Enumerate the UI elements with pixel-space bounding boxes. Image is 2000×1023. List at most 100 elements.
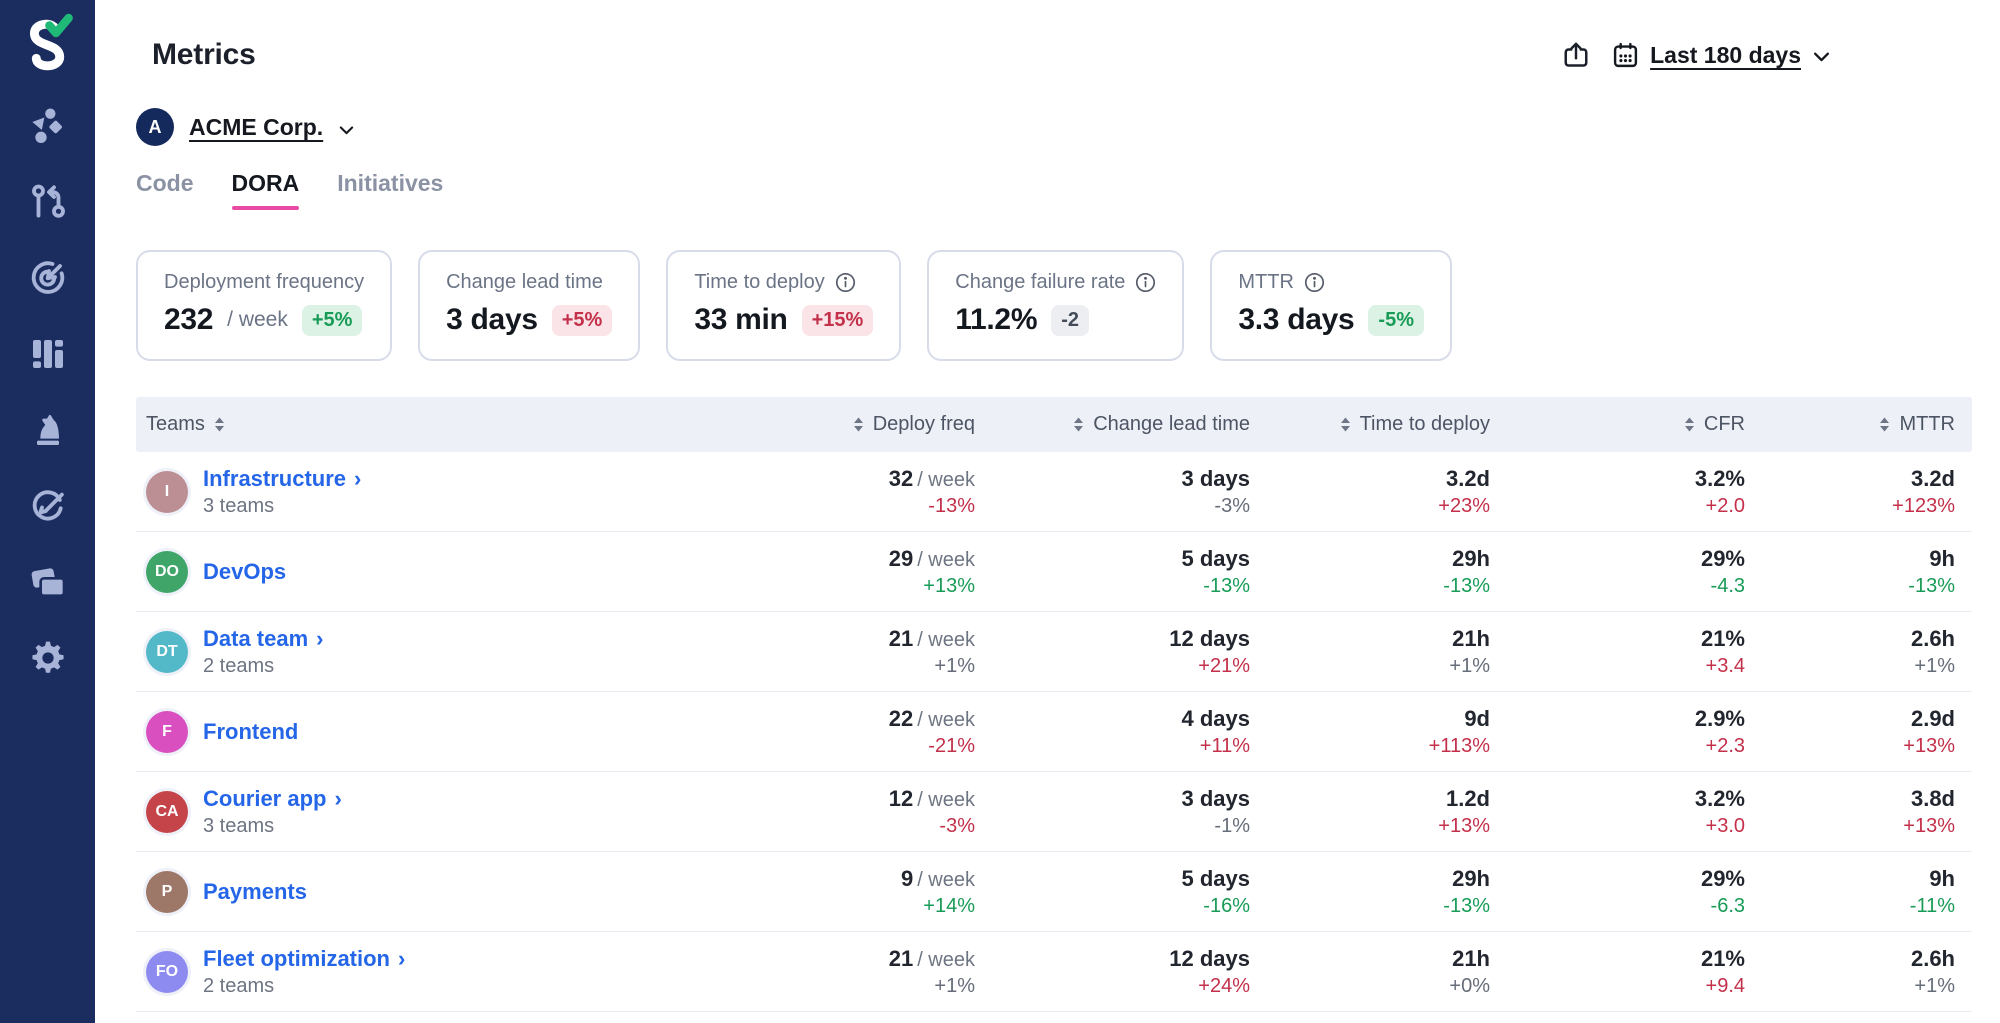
- swarmia-logo-icon[interactable]: [18, 10, 78, 80]
- metric-cell-value: 21: [888, 625, 914, 651]
- metric-cell-value: 3.2d: [1910, 465, 1955, 491]
- team-avatar: DO: [146, 550, 188, 593]
- team-cell: P Payments: [146, 870, 755, 913]
- metric-cell-value: 12 days: [1169, 945, 1250, 971]
- column-header-teams[interactable]: Teams: [146, 413, 755, 436]
- stacked-cards-icon: [28, 562, 68, 602]
- metric-cards: Deployment frequency 232/ week +5% Change l…: [136, 250, 1972, 361]
- team-cell: DO DevOps: [146, 550, 755, 593]
- info-icon[interactable]: [835, 272, 856, 293]
- info-icon[interactable]: [1135, 272, 1156, 293]
- metric-cell: 12/ week -3%: [755, 786, 975, 838]
- share-button[interactable]: [1561, 40, 1591, 70]
- metric-cell: 2.9% +2.3: [1490, 706, 1745, 758]
- sidebar-item-pencil-circle[interactable]: [28, 486, 68, 526]
- metric-cell-suffix: / week: [917, 868, 975, 891]
- team-link[interactable]: DevOps: [203, 559, 286, 585]
- team-avatar: F: [146, 710, 188, 753]
- metric-card-delta-badge: +15%: [801, 304, 874, 336]
- metric-cell-value: 29h: [1452, 545, 1490, 571]
- sidebar-item-chess-knight[interactable]: [28, 410, 68, 450]
- column-header-change-lead-time[interactable]: Change lead time: [975, 413, 1250, 436]
- target-arrow-icon: [28, 258, 68, 298]
- team-name: DevOps: [203, 558, 287, 584]
- tab-initiatives[interactable]: Initiatives: [337, 170, 444, 196]
- pull-request-icon: [28, 182, 68, 222]
- sidebar-nav: [28, 106, 68, 678]
- sidebar-item-shapes[interactable]: [28, 106, 68, 146]
- column-header-cfr[interactable]: CFR: [1490, 413, 1745, 436]
- metric-cell-value-line: 21h: [1250, 946, 1490, 972]
- column-header-mttr[interactable]: MTTR: [1745, 413, 1955, 436]
- metric-cell-value-line: 21h: [1250, 626, 1490, 652]
- metric-cell-value: 2.6h: [1910, 625, 1955, 651]
- metric-cell: 29% -4.3: [1490, 546, 1745, 598]
- metric-cell-delta: -11%: [1909, 894, 1955, 917]
- date-range-selector[interactable]: Last 180 days: [1611, 41, 1830, 70]
- column-header-deploy-freq[interactable]: Deploy freq: [755, 413, 975, 436]
- metric-cell-suffix: / week: [917, 788, 975, 811]
- metric-card-label-row: Change lead time: [446, 271, 612, 294]
- metric-cell-value: 9h: [1929, 865, 1955, 891]
- team-link[interactable]: Fleet optimization ›: [203, 946, 405, 972]
- column-header-label: Teams: [146, 413, 205, 435]
- team-name: Infrastructure: [203, 465, 347, 491]
- metric-card-delta-badge: -5%: [1368, 304, 1424, 336]
- metric-cell-value-line: 29%: [1490, 866, 1745, 892]
- sidebar-item-stacked-cards[interactable]: [28, 562, 68, 602]
- metric-cell: 29h -13%: [1250, 546, 1490, 598]
- sidebar-item-target-arrow[interactable]: [28, 258, 68, 298]
- metric-cell-value: 1.2d: [1445, 785, 1490, 811]
- sidebar-item-pull-request[interactable]: [28, 182, 68, 222]
- column-header-label: Deploy freq: [872, 413, 975, 435]
- metric-cell-delta: -21%: [928, 734, 975, 757]
- metric-cell-value-line: 3.2%: [1490, 466, 1745, 492]
- metric-cell-value: 9d: [1464, 705, 1490, 731]
- column-header-time-to-deploy[interactable]: Time to deploy: [1250, 413, 1490, 436]
- metric-card-value: 11.2%: [955, 303, 1038, 336]
- metric-cell-delta: -1%: [1214, 814, 1250, 837]
- sort-icon: [1340, 417, 1351, 432]
- tab-code[interactable]: Code: [136, 170, 194, 196]
- team-link[interactable]: Data team ›: [203, 626, 323, 652]
- team-text: Frontend: [203, 719, 298, 745]
- team-avatar: CA: [146, 790, 188, 833]
- info-icon[interactable]: [1304, 272, 1325, 293]
- sidebar-item-gear[interactable]: [28, 638, 68, 678]
- columns-icon: [28, 334, 68, 374]
- team-link[interactable]: Courier app ›: [203, 786, 342, 812]
- metric-card: Change lead time 3 days +5%: [418, 250, 641, 361]
- metric-cell-delta: +1%: [1914, 654, 1955, 677]
- metric-cell-value: 5 days: [1181, 545, 1251, 571]
- tab-dora[interactable]: DORA: [232, 170, 300, 210]
- metric-cell-delta: +13%: [1903, 734, 1955, 757]
- metric-cell-value: 3 days: [1181, 465, 1251, 491]
- org-selector[interactable]: A ACME Corp.: [136, 108, 354, 146]
- metric-cell-delta: -13%: [1443, 574, 1490, 597]
- table-row: F Frontend 22/ week -21% 4 days +11% 9d +113% 2.…: [136, 692, 1972, 772]
- metric-cell-delta: +24%: [1198, 974, 1250, 997]
- team-link[interactable]: Payments: [203, 879, 307, 905]
- metric-cell: 21h +0%: [1250, 946, 1490, 998]
- sidebar-item-columns[interactable]: [28, 334, 68, 374]
- metric-cell: 3.2d +123%: [1745, 466, 1955, 518]
- team-link[interactable]: Infrastructure ›: [203, 466, 361, 492]
- metric-cell: 12 days +24%: [975, 946, 1250, 998]
- team-link[interactable]: Frontend: [203, 719, 298, 745]
- metric-cell-delta: -13%: [1443, 894, 1490, 917]
- pencil-circle-icon: [28, 486, 68, 526]
- metric-cell-delta: +11%: [1199, 734, 1250, 757]
- team-subtitle: 3 teams: [203, 494, 275, 517]
- metric-card-label: Change lead time: [446, 271, 603, 293]
- metric-cell-value: 3.2%: [1694, 465, 1745, 491]
- metric-cell-value-line: 12 days: [975, 946, 1250, 972]
- metric-cell-delta: -3%: [1214, 494, 1250, 517]
- team-text: Data team › 2 teams: [203, 626, 323, 678]
- team-name: Data team: [203, 625, 309, 651]
- table-header: Teams Deploy freq Change lead time Time to …: [136, 397, 1972, 452]
- metric-cell-value: 3 days: [1181, 785, 1251, 811]
- metric-card-label-row: Time to deploy: [694, 271, 873, 294]
- metric-cell-value: 4 days: [1181, 705, 1251, 731]
- team-text: Fleet optimization › 2 teams: [203, 946, 405, 998]
- metric-cell: 32/ week -13%: [755, 466, 975, 518]
